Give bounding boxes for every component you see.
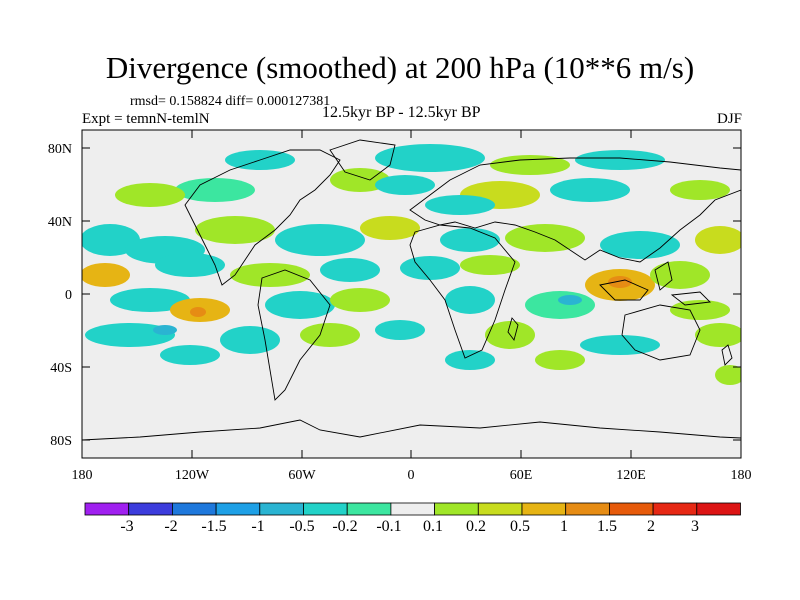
divergence-contour: [300, 323, 360, 347]
colorbar-box: [609, 502, 654, 516]
divergence-contour: [375, 175, 435, 195]
divergence-contour: [460, 255, 520, 275]
colorbar-box: [215, 502, 261, 516]
divergence-contour: [525, 291, 595, 319]
divergence-contour: [535, 350, 585, 370]
colorbar-label: 1.5: [597, 518, 617, 535]
colorbar-label: 2: [647, 518, 655, 535]
divergence-contour: [195, 216, 275, 244]
lat-label-80s: 80S: [50, 434, 72, 449]
colorbar-box: [696, 502, 741, 516]
lat-label-40s: 40S: [50, 361, 72, 376]
lon-label-0: 0: [407, 468, 415, 483]
divergence-contour: [695, 323, 741, 347]
divergence-contour: [82, 263, 130, 287]
divergence-contour: [715, 365, 741, 385]
colorbar-label: -3: [120, 518, 134, 535]
colorbar-box: [652, 502, 698, 516]
colorbar-label: 0.5: [510, 518, 530, 535]
divergence-contour: [360, 216, 420, 240]
divergence-contour: [425, 195, 495, 215]
divergence-contour: [600, 231, 680, 259]
lat-label-40n: 40N: [47, 215, 72, 230]
divergence-contour: [153, 325, 177, 335]
divergence-contour: [85, 323, 175, 347]
divergence-contour: [490, 155, 570, 175]
divergence-contour: [400, 256, 460, 280]
divergence-contour: [115, 183, 185, 207]
lon-label-120e: 120E: [616, 468, 646, 483]
map-plot-area: [82, 130, 741, 458]
colorbar-box: [477, 502, 523, 516]
divergence-contour: [110, 288, 190, 312]
colorbar-box: [128, 502, 173, 516]
colorbar-box: [84, 502, 130, 516]
colorbar-box: [303, 502, 348, 516]
divergence-contour: [440, 228, 500, 252]
colorbar-box: [565, 502, 610, 516]
divergence-contour: [505, 224, 585, 252]
colorbar-label: 3: [691, 518, 699, 535]
divergence-contour: [670, 180, 730, 200]
divergence-contour: [330, 288, 390, 312]
season-label: DJF: [716, 111, 742, 127]
colorbar-box: [390, 502, 435, 516]
period-label: 12.5kyr BP - 12.5kyr BP: [322, 104, 481, 121]
lon-label-180w: 180: [71, 468, 93, 483]
divergence-contour: [330, 168, 390, 192]
lon-label-120w: 120W: [174, 468, 210, 483]
map-title: Divergence (smoothed) at 200 hPa (10**6 …: [105, 50, 695, 85]
divergence-contour: [550, 178, 630, 202]
divergence-contour: [608, 276, 632, 288]
colorbar-box: [521, 502, 567, 516]
experiment-label: Expt = temnN-temlN: [82, 111, 210, 127]
divergence-contour: [558, 295, 582, 305]
colorbar-label: 1: [560, 518, 568, 535]
lon-label-60e: 60E: [509, 468, 533, 483]
divergence-contour: [265, 291, 335, 319]
divergence-field: [82, 144, 741, 385]
divergence-contour: [375, 320, 425, 340]
divergence-contour: [580, 335, 660, 355]
lat-label-80n: 80N: [47, 142, 72, 157]
colorbar-label: -0.5: [289, 518, 315, 535]
colorbar: [84, 502, 741, 516]
divergence-contour: [190, 307, 206, 317]
divergence-contour: [445, 350, 495, 370]
stats-label: rmsd= 0.158824 diff= 0.000127381: [130, 94, 331, 109]
colorbar-box: [346, 502, 392, 516]
divergence-contour: [695, 226, 741, 254]
colorbar-label: -2: [164, 518, 178, 535]
colorbar-box: [171, 502, 217, 516]
lat-label-eq: 0: [65, 288, 72, 303]
divergence-contour: [445, 286, 495, 314]
colorbar-label: 0.2: [466, 518, 486, 535]
lon-label-180e: 180: [730, 468, 752, 483]
colorbar-label: -0.1: [376, 518, 402, 535]
colorbar-box: [434, 502, 479, 516]
divergence-contour: [275, 224, 365, 256]
colorbar-label: -1.5: [201, 518, 227, 535]
coastlines: [82, 139, 741, 441]
colorbar-box: [259, 502, 304, 516]
divergence-contour: [375, 144, 485, 172]
divergence-contour: [175, 178, 255, 202]
axis-ticks: [81, 130, 742, 458]
divergence-contour: [575, 150, 665, 170]
colorbar-label: 0.1: [423, 518, 443, 535]
colorbar-label: -1: [251, 518, 265, 535]
divergence-contour: [155, 253, 225, 277]
lon-label-60w: 60W: [288, 468, 316, 483]
divergence-contour: [320, 258, 380, 282]
colorbar-label: -0.2: [332, 518, 358, 535]
divergence-contour: [220, 326, 280, 354]
divergence-contour: [160, 345, 220, 365]
divergence-contour: [650, 261, 710, 289]
